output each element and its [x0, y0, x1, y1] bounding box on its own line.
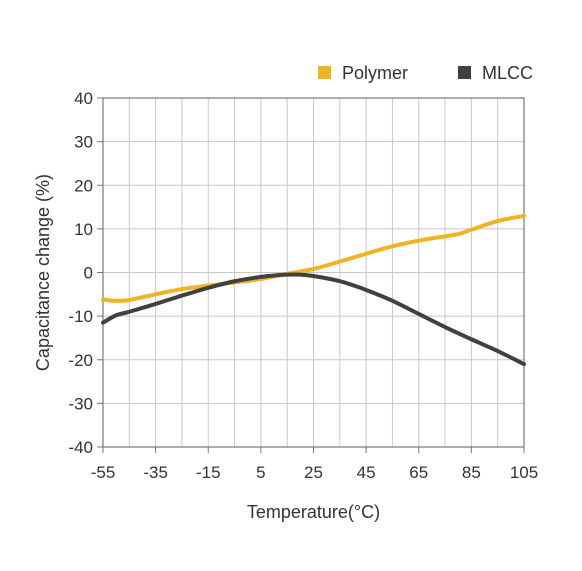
y-tick-label: 20 — [74, 176, 93, 195]
x-tick-label: 65 — [409, 463, 428, 482]
x-tick-label: 105 — [510, 463, 538, 482]
legend-label-mlcc: MLCC — [482, 63, 533, 83]
legend-label-polymer: Polymer — [342, 63, 408, 83]
y-tick-label: 10 — [74, 220, 93, 239]
series-line-polymer — [101, 213, 526, 303]
y-tick-label: -40 — [68, 438, 93, 457]
x-tick-label: -55 — [91, 463, 116, 482]
series-lines — [101, 213, 526, 367]
x-tick-label: -35 — [143, 463, 168, 482]
y-tick-label: 40 — [74, 89, 93, 108]
series-line-mlcc — [101, 272, 526, 367]
legend: Polymer MLCC — [318, 63, 533, 83]
x-tick-label: -15 — [196, 463, 221, 482]
x-tick-label: 85 — [462, 463, 481, 482]
grid — [103, 98, 524, 447]
legend-swatch-polymer — [318, 66, 331, 79]
y-tick-label: -20 — [68, 351, 93, 370]
y-tick-label: 0 — [84, 264, 93, 283]
y-tick-label: -10 — [68, 307, 93, 326]
x-tick-label: 25 — [304, 463, 323, 482]
x-tick-label: 5 — [256, 463, 265, 482]
legend-swatch-mlcc — [458, 66, 471, 79]
y-axis-ticks: 40 30 20 10 0 -10 -20 -30 -40 — [68, 89, 103, 457]
y-tick-label: 30 — [74, 133, 93, 152]
x-tick-label: 45 — [357, 463, 376, 482]
y-axis-title: Capacitance change (%) — [33, 174, 53, 371]
x-axis-title: Temperature(°C) — [247, 502, 380, 522]
y-tick-label: -30 — [68, 394, 93, 413]
x-axis-ticks: -55 -35 -15 5 25 45 65 85 105 — [91, 447, 538, 482]
